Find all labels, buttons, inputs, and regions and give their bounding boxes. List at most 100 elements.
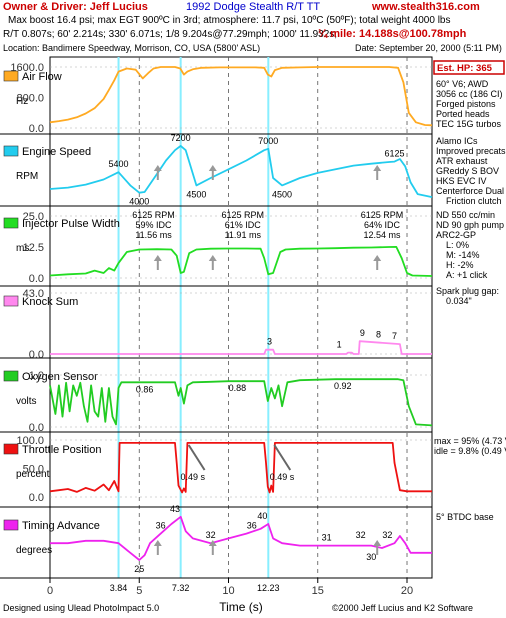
data-label: 11.56 ms — [135, 230, 172, 240]
data-label: 7 — [392, 331, 397, 341]
data-label: 6125 RPM — [132, 210, 175, 220]
x-tick-label: 20 — [401, 585, 413, 597]
x-marker-label: 12.23 — [257, 583, 280, 593]
conditions-line: Max boost 16.4 psi; max EGT 900ºC in 3rd… — [8, 15, 451, 26]
data-label: 1 — [337, 340, 342, 350]
panel-unit: volts — [16, 396, 37, 407]
throttle-idle-note: idle = 9.8% (0.49 V) — [434, 446, 506, 456]
data-label: 40 — [257, 511, 267, 521]
data-label: 6125 RPM — [222, 210, 265, 220]
spec-note: Alamo ICs — [436, 136, 478, 146]
y-tick-label: 0.0 — [29, 422, 44, 434]
data-label: 8 — [376, 330, 381, 340]
panel-title: Injector Pulse Width — [22, 218, 120, 230]
est-hp: Est. HP: 365 — [437, 63, 493, 74]
panel-swatch — [3, 295, 19, 307]
data-label: 7000 — [258, 136, 278, 146]
series-line-air-flow — [49, 66, 433, 127]
spec-note: A: +1 click — [446, 270, 488, 280]
arrow-head — [208, 255, 217, 261]
x-marker-label: 7.32 — [172, 583, 190, 593]
data-label: 36 — [156, 521, 166, 531]
panel-title: Throttle Position — [22, 444, 101, 456]
panel-swatch — [3, 145, 19, 157]
panel-unit: RPM — [16, 171, 38, 182]
spec-note: Friction clutch — [446, 196, 502, 206]
data-label: 64% IDC — [364, 220, 401, 230]
page-title: 1992 Dodge Stealth R/T TT — [186, 1, 321, 13]
arrow-head — [208, 540, 217, 546]
spec-note: TEC 15G turbos — [436, 119, 502, 129]
panel-title: Knock Sum — [22, 296, 78, 308]
data-label: 12.54 ms — [364, 230, 402, 240]
footer-copyright: ©2000 Jeff Lucius and K2 Software — [332, 603, 474, 613]
panel-swatch — [3, 70, 19, 82]
data-label: 0.49 s — [270, 472, 295, 482]
y-tick-label: 800.0 — [16, 93, 44, 105]
data-label: 0.49 s — [181, 472, 206, 482]
data-label: 0.92 — [334, 381, 352, 391]
series-line-injector-pulse-width — [49, 245, 433, 277]
data-label: 25 — [134, 564, 144, 574]
spec-note: Forged pistons — [436, 99, 496, 109]
spec-note: H: -2% — [446, 260, 474, 270]
data-label: 6125 RPM — [361, 210, 404, 220]
data-label: 31 — [322, 533, 332, 543]
timing-base-note: 5° BTDC base — [436, 512, 494, 522]
spec-note: L: 0% — [446, 240, 469, 250]
data-label: 59% IDC — [136, 220, 173, 230]
arrow-head — [373, 165, 382, 171]
date: Date: September 20, 2000 (5:11 PM) — [355, 43, 502, 53]
panel-swatch — [3, 370, 19, 382]
data-label: 30 — [366, 552, 376, 562]
data-label: 0.86 — [136, 384, 154, 394]
data-label: 32 — [356, 530, 366, 540]
data-label: 43 — [170, 504, 180, 514]
plot-frame — [49, 56, 433, 579]
arrow-head — [153, 255, 162, 261]
data-label: 9 — [360, 328, 365, 338]
panel-swatch — [3, 443, 19, 455]
spec-note: ARC2-GP — [436, 230, 476, 240]
data-label: 36 — [247, 521, 257, 531]
y-tick-label: 1600.0 — [10, 62, 44, 74]
data-label: 32 — [382, 530, 392, 540]
panel-unit: Hz — [16, 96, 28, 107]
quarter-mile: ¼ mile: 14.188s@100.78mph — [318, 28, 467, 40]
site-link[interactable]: www.stealth316.com — [372, 1, 480, 13]
spec-note: 0.034" — [446, 296, 472, 306]
series-line-throttle-position — [49, 441, 432, 494]
data-label: 4000 — [129, 197, 149, 207]
panel-swatch — [3, 217, 19, 229]
series-line-oxygen-sensor — [49, 378, 433, 427]
data-label: 32 — [206, 530, 216, 540]
x-tick-label: 15 — [312, 585, 324, 597]
spec-note: GReddy S BOV — [436, 166, 499, 176]
x-marker-label: 3.84 — [110, 583, 128, 593]
arrow-head — [373, 255, 382, 261]
footer-credit: Designed using Ulead PhotoImpact 5.0 — [3, 603, 160, 613]
panel-unit: degrees — [16, 545, 52, 556]
y-tick-label: 12.5 — [23, 242, 44, 254]
throttle-max-note: max = 95% (4.73 V) — [434, 436, 506, 446]
spec-note: Ported heads — [436, 109, 490, 119]
data-label: 4500 — [272, 189, 292, 199]
data-label: 4500 — [186, 189, 206, 199]
y-tick-label: 1.0 — [29, 370, 44, 382]
arrow-shaft — [273, 444, 292, 471]
owner-driver: Owner & Driver: Jeff Lucius — [3, 1, 148, 13]
arrow-head — [153, 165, 162, 171]
data-label: 5400 — [109, 159, 129, 169]
x-axis-title: Time (s) — [219, 600, 263, 614]
est-hp-box — [433, 60, 505, 75]
y-tick-label: 50.0 — [23, 464, 44, 476]
timeslip-line: R/T 0.807s; 60' 2.214s; 330' 6.071s; 1/8… — [3, 29, 338, 40]
panel-swatch — [3, 519, 19, 531]
arrow-head — [373, 540, 382, 546]
y-tick-label: 0.0 — [29, 123, 44, 135]
x-tick-label: 0 — [47, 585, 53, 597]
arrow-head — [208, 165, 217, 171]
panel-title: Air Flow — [22, 71, 62, 83]
series-line-engine-speed — [49, 144, 433, 198]
